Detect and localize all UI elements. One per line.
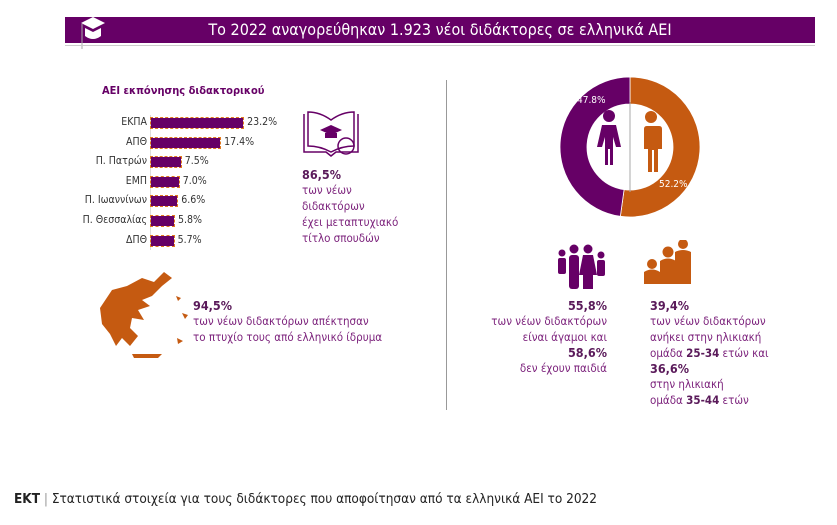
- bar: [149, 117, 245, 129]
- family-value-1: 55,8%: [567, 298, 607, 313]
- age-line: των νέων διδακτόρων: [650, 314, 766, 328]
- bar-label: Π. Θεσσαλίας: [82, 214, 147, 226]
- donut-slice: [619, 76, 701, 218]
- bar: [149, 195, 179, 208]
- family-line: είναι άγαμοι και: [522, 330, 607, 344]
- masters-line: των νέων: [302, 183, 352, 197]
- bar-value-label: 5.7%: [177, 233, 202, 246]
- bar-value-label: 23.2%: [247, 116, 278, 128]
- section-divider: [446, 80, 447, 410]
- bar: [150, 156, 182, 169]
- footer-separator: |: [43, 491, 48, 507]
- bar-value-label: 17.4%: [224, 135, 255, 148]
- bar-value-label: 7.0%: [182, 174, 207, 187]
- bar-label: Π. Ιωαννίνων: [84, 194, 147, 207]
- bar-label: ΑΠΘ: [126, 135, 147, 148]
- bar: [149, 215, 176, 227]
- greek-degree-line: των νέων διδακτόρων απέκτησαν: [193, 314, 369, 328]
- female-icon: [597, 110, 621, 165]
- bar: [150, 234, 175, 247]
- book-graduation-icon: [303, 111, 359, 157]
- age-value-2: 36,6%: [650, 361, 690, 376]
- footer: ΕΚΤ | Στατιστικά στοιχεία για τους διδάκ…: [14, 491, 597, 507]
- masters-line: διδακτόρων: [302, 199, 365, 213]
- footer-text: Στατιστικά στοιχεία για τους διδάκτορες …: [51, 491, 598, 507]
- greek-degree-value: 94,5%: [193, 298, 233, 313]
- family-line: των νέων διδακτόρων: [491, 314, 607, 328]
- gender-donut-chart: 47.8% 52.2%: [559, 76, 701, 218]
- bar: [149, 136, 222, 149]
- family-line: δεν έχουν παιδιά: [519, 361, 607, 375]
- bar-label: Π. Πατρών: [95, 155, 147, 168]
- bar-chart-title: ΑΕΙ εκπόνησης διδακτορικού: [102, 84, 265, 97]
- age-line: στην ηλικιακή: [650, 377, 724, 391]
- greece-map-icon: [100, 272, 188, 358]
- bar-value-label: 6.6%: [181, 194, 206, 207]
- bar-label: ΕΚΠΑ: [121, 116, 147, 128]
- footer-org: ΕΚΤ: [14, 491, 40, 507]
- age-line: ομάδα 25-34 ετών και: [650, 346, 769, 360]
- bar-axis: [150, 115, 151, 250]
- masters-value: 86,5%: [302, 167, 342, 182]
- bar-label: ΕΜΠ: [125, 174, 147, 187]
- bar-value-label: 7.5%: [184, 155, 209, 168]
- masters-line: έχει μεταπτυχιακό: [302, 215, 399, 229]
- graduation-cap-icon: [81, 17, 105, 49]
- donut-slice: [559, 76, 631, 217]
- age-groups-icon: [644, 240, 691, 284]
- page-title: Το 2022 αναγορεύθηκαν 1.923 νέοι διδάκτο…: [208, 20, 672, 39]
- age-line: ομάδα 35-44 ετών: [650, 393, 749, 407]
- masters-line: τίτλο σπουδών: [302, 231, 380, 245]
- greek-degree-line: το πτυχίο τους από ελληνικό ίδρυμα: [193, 330, 383, 344]
- age-line: ανήκει στην ηλικιακή: [650, 330, 762, 344]
- donut-label-female: 47.8%: [577, 95, 606, 106]
- bar-value-label: 5.8%: [178, 214, 203, 226]
- donut-label-male: 52.2%: [659, 179, 688, 190]
- male-icon: [643, 111, 662, 172]
- bar-label: ΔΠΘ: [126, 233, 147, 246]
- family-icon: [558, 244, 605, 289]
- family-value-2: 58,6%: [567, 345, 607, 360]
- header-divider: [65, 45, 815, 46]
- header-bar: Το 2022 αναγορεύθηκαν 1.923 νέοι διδάκτο…: [65, 17, 815, 49]
- bar: [150, 175, 180, 188]
- age-value-1: 39,4%: [650, 298, 690, 313]
